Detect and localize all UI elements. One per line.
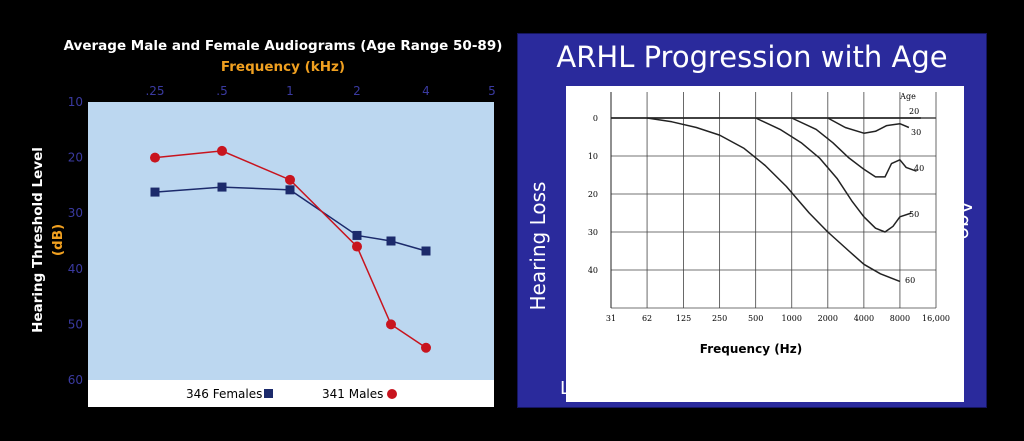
right-age-curve-40 bbox=[791, 117, 917, 178]
left-point-females bbox=[285, 185, 295, 195]
right-arhl-panel: 31 62 125 250 500 1000 2000 4000 8000 16,000 0 10 2… bbox=[517, 33, 987, 408]
right-x-tick-label: 1000 bbox=[782, 314, 802, 323]
left-x-tick-label: 2 bbox=[353, 84, 361, 98]
right-age-header: Age bbox=[899, 92, 916, 101]
right-age-curve-label: 60 bbox=[905, 276, 915, 285]
right-x-tick-label: 16,000 bbox=[922, 314, 950, 323]
right-x-tick-label: 2000 bbox=[818, 314, 838, 323]
hearing-loss-label: Hearing Loss bbox=[526, 181, 550, 311]
left-point-females bbox=[217, 182, 227, 192]
right-age-curve-50 bbox=[755, 117, 912, 233]
right-y-tick-label: 30 bbox=[588, 228, 598, 237]
left-point-females bbox=[386, 236, 396, 246]
high-frequency-label: High frequency bbox=[806, 378, 944, 399]
left-y-tick-label: 50 bbox=[68, 317, 83, 331]
left-y-tick-label: 40 bbox=[68, 262, 83, 276]
right-age-curve-label: 30 bbox=[911, 128, 921, 137]
legend-marker-males bbox=[387, 389, 397, 399]
left-y-axis-title: Hearing Threshold Level bbox=[30, 147, 46, 333]
left-x-tick-label: 5 bbox=[488, 84, 496, 98]
right-x-axis-title: Frequency (Hz) bbox=[700, 342, 802, 356]
right-age-curve-label: 40 bbox=[914, 164, 924, 173]
low-frequency-label: Low frequency bbox=[560, 378, 692, 399]
left-legend-area bbox=[88, 380, 494, 407]
legend-marker-females bbox=[264, 389, 273, 398]
left-x-tick-label: .5 bbox=[216, 84, 227, 98]
left-point-males bbox=[217, 145, 227, 156]
left-point-females bbox=[421, 246, 431, 256]
left-y-tick-label: 20 bbox=[68, 151, 83, 165]
right-x-tick-label: 4000 bbox=[854, 314, 874, 323]
right-chart-title: ARHL Progression with Age bbox=[556, 40, 948, 74]
left-y-tick-label: 60 bbox=[68, 373, 83, 387]
left-x-tick-label: 1 bbox=[286, 84, 294, 98]
right-x-tick-label: 125 bbox=[676, 314, 691, 323]
left-y-tick-label: 30 bbox=[68, 206, 83, 220]
legend-label-males: 341 Males bbox=[322, 387, 383, 401]
left-point-females bbox=[150, 187, 160, 197]
right-chart-card bbox=[566, 86, 964, 402]
right-x-tick-label: 250 bbox=[712, 314, 727, 323]
left-point-males bbox=[150, 152, 160, 163]
left-x-tick-label: 4 bbox=[422, 84, 430, 98]
right-y-tick-label: 40 bbox=[588, 266, 598, 275]
left-chart-title: Average Male and Female Audiograms (Age … bbox=[64, 38, 503, 54]
right-y-tick-label: 20 bbox=[588, 190, 598, 199]
right-y-tick-label: 10 bbox=[588, 152, 598, 161]
right-x-tick-label: 500 bbox=[748, 314, 763, 323]
right-x-tick-label: 31 bbox=[606, 314, 616, 323]
legend-label-females: 346 Females bbox=[186, 387, 262, 401]
left-point-males bbox=[421, 342, 431, 353]
left-plot-area bbox=[88, 102, 494, 380]
right-arhl-chart: 31 62 125 250 500 1000 2000 4000 8000 16,000 0 10 2… bbox=[566, 86, 964, 402]
age-side-label: Age bbox=[952, 200, 976, 240]
left-series-line-males bbox=[154, 150, 427, 349]
left-x-tick-label: .25 bbox=[145, 84, 164, 98]
left-point-males bbox=[352, 241, 362, 252]
right-age-curve-label: 50 bbox=[909, 210, 919, 219]
left-x-axis-title: Frequency (kHz) bbox=[221, 59, 345, 75]
left-point-males bbox=[285, 174, 295, 185]
right-y-tick-label: 0 bbox=[593, 114, 598, 123]
right-age-curve-60 bbox=[646, 117, 901, 283]
right-x-tick-label: 8000 bbox=[890, 314, 910, 323]
right-age-curve-label: 20 bbox=[909, 107, 919, 116]
right-age-curve-30 bbox=[827, 117, 910, 134]
left-y-axis-unit: (dB) bbox=[50, 224, 66, 256]
left-audiogram-chart: Average Male and Female Audiograms (Age … bbox=[30, 38, 503, 407]
left-point-males bbox=[386, 319, 396, 330]
left-point-females bbox=[352, 230, 362, 240]
right-x-tick-label: 62 bbox=[642, 314, 652, 323]
left-y-tick-label: 10 bbox=[68, 95, 83, 109]
